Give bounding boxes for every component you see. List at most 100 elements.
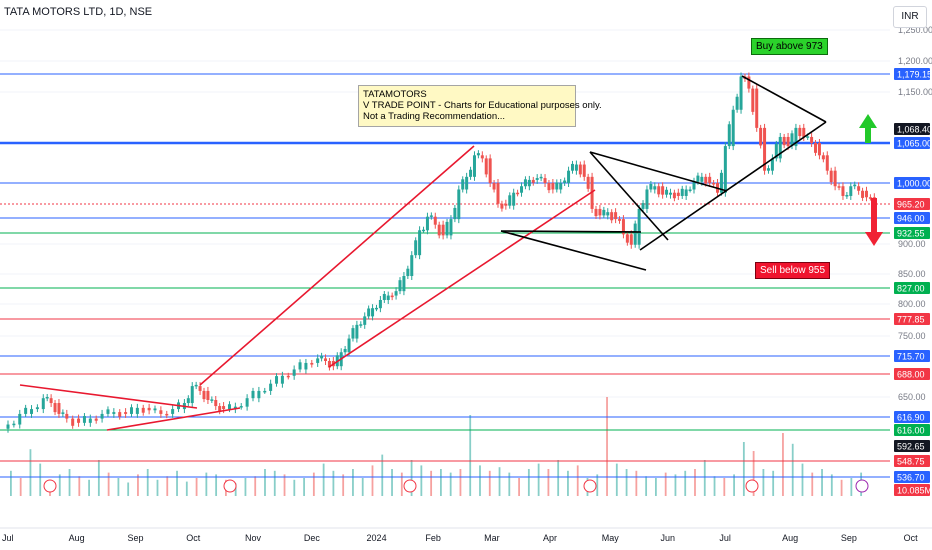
- volume-bar: [303, 478, 305, 496]
- candle-body: [320, 355, 324, 359]
- candle-body: [845, 194, 849, 197]
- candle-body: [484, 158, 488, 175]
- candle-body: [367, 308, 371, 317]
- volume-bar: [312, 472, 315, 496]
- candle-body: [227, 404, 231, 410]
- price-badge-label: 932.55: [897, 229, 925, 239]
- volume-bar: [361, 478, 364, 496]
- price-badge: [894, 440, 930, 452]
- candle-body: [539, 176, 543, 179]
- price-badge-label: 965.20: [897, 200, 925, 210]
- price-badge-label: 827.00: [897, 284, 925, 294]
- candle-body: [680, 188, 684, 196]
- volume-bar: [381, 454, 384, 496]
- volume-bar: [801, 463, 804, 496]
- price-badge-label: 1,065.00: [897, 139, 932, 149]
- price-badge-label: 10.085M: [897, 486, 932, 496]
- candle-body: [625, 234, 629, 243]
- volume-bar: [19, 478, 22, 496]
- candle-body: [359, 324, 363, 326]
- candle-body: [445, 221, 449, 236]
- candle-body: [504, 203, 508, 206]
- x-tick-label: Jun: [661, 533, 676, 543]
- y-tick-label: 650.00: [898, 392, 926, 402]
- candle-body: [712, 183, 716, 185]
- candle-body: [386, 295, 390, 300]
- buy-label: Buy above 973: [751, 38, 828, 55]
- candle-body: [425, 216, 429, 231]
- candle-body: [94, 418, 98, 421]
- candle-body: [222, 406, 226, 410]
- price-badge-label: 616.90: [897, 413, 925, 423]
- price-badge: [894, 282, 930, 294]
- volume-bar: [596, 474, 599, 496]
- candle-body: [275, 376, 279, 384]
- x-tick-label: Jul: [719, 533, 731, 543]
- volume-bar: [88, 479, 90, 496]
- candle-body: [492, 183, 496, 190]
- candle-body: [378, 299, 382, 309]
- candle-body: [570, 163, 574, 171]
- candle-body: [692, 181, 696, 190]
- volume-bar: [830, 474, 833, 496]
- candle-body: [810, 136, 814, 143]
- price-badge-label: 946.00: [897, 214, 925, 224]
- volume-bar: [78, 476, 81, 496]
- price-badge: [894, 177, 930, 189]
- event-marker-icon: [583, 479, 597, 493]
- price-badge: [894, 227, 930, 239]
- candle-body: [394, 291, 398, 296]
- candle-body: [735, 96, 739, 110]
- x-tick-label: Oct: [186, 533, 201, 543]
- candle-body: [751, 88, 755, 112]
- event-marker-icon: [43, 479, 57, 493]
- candle-body: [147, 407, 151, 411]
- volume-bar: [723, 478, 726, 496]
- candle-body: [668, 192, 672, 195]
- candle-body: [71, 418, 75, 426]
- candle-body: [719, 172, 723, 193]
- volume-bar: [430, 470, 433, 496]
- candle-body: [672, 192, 676, 199]
- candle-body: [766, 168, 770, 171]
- currency-selector[interactable]: INR: [893, 6, 927, 28]
- volume-bar: [840, 479, 843, 496]
- price-badge: [894, 212, 930, 224]
- candle-body: [688, 189, 692, 191]
- volume-bar: [645, 476, 648, 496]
- candle-body: [782, 136, 786, 146]
- volume-bar: [615, 463, 618, 496]
- symbol-title: TATA MOTORS LTD, 1D, NSE: [4, 6, 153, 18]
- candle-body: [422, 229, 426, 232]
- volume-bar: [733, 474, 735, 496]
- candle-body: [774, 143, 778, 159]
- candle-body: [700, 176, 704, 182]
- candle-body: [665, 189, 669, 195]
- candle-body: [516, 192, 520, 195]
- candle-body: [124, 412, 128, 414]
- candle-body: [641, 203, 645, 209]
- y-tick-label: 1,250.00: [898, 25, 932, 35]
- candle-body: [661, 186, 665, 195]
- candle-body: [684, 189, 688, 196]
- candle-body: [390, 295, 394, 298]
- candle-body: [449, 219, 453, 236]
- candle-body: [382, 293, 386, 300]
- price-badge: [894, 350, 930, 362]
- candle-body: [727, 124, 731, 147]
- candle-body: [657, 186, 661, 195]
- x-tick-label: Oct: [904, 533, 919, 543]
- candle-body: [574, 164, 578, 171]
- candle-body: [853, 184, 857, 187]
- candle-body: [747, 76, 751, 89]
- candle-body: [214, 400, 218, 407]
- volume-bar: [10, 470, 12, 496]
- volume-bar: [293, 479, 296, 496]
- volume-bar: [39, 463, 42, 496]
- volume-bar: [371, 465, 374, 496]
- volume-bar: [576, 465, 579, 496]
- candle-body: [527, 179, 531, 187]
- candle-body: [355, 324, 359, 339]
- candle-body: [402, 276, 406, 292]
